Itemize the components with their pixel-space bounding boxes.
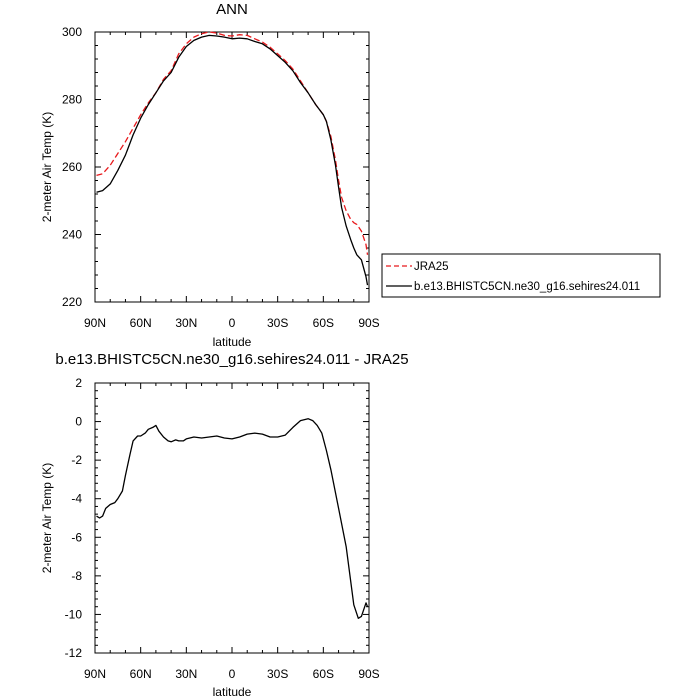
- bottom-y-axis-label: 2-meter Air Temp (K): [40, 463, 54, 573]
- bottom-x-tick-label: 60N: [130, 667, 152, 681]
- top-x-tick-label: 60S: [313, 316, 334, 330]
- bottom-y-tick-label: -12: [65, 646, 83, 660]
- top-chart-title: ANN: [216, 1, 248, 18]
- top-x-tick-label: 60N: [130, 316, 152, 330]
- bottom-chart: b.e13.BHISTC5CN.ne30_g16.sehires24.011 -…: [40, 351, 409, 699]
- top-y-tick-label: 260: [62, 160, 82, 174]
- bottom-series-group: [96, 418, 369, 619]
- bottom-y-tick-label: 0: [75, 415, 82, 429]
- bottom-y-tick-label: -2: [71, 453, 82, 467]
- bottom-x-axis-label: latitude: [213, 685, 252, 699]
- top-y-tick-label: 300: [62, 25, 82, 39]
- top-series-line-model: [96, 34, 369, 286]
- legend: JRA25 b.e13.BHISTC5CN.ne30_g16.sehires24…: [381, 253, 661, 298]
- top-series-group: [96, 31, 369, 286]
- top-series-line-jra25: [96, 31, 369, 255]
- bottom-series-line-model: [96, 418, 369, 619]
- top-x-axis-label: latitude: [213, 335, 252, 349]
- bottom-x-tick-label: 30N: [175, 667, 197, 681]
- top-x-tick-label: 30S: [267, 316, 288, 330]
- bottom-chart-title: b.e13.BHISTC5CN.ne30_g16.sehires24.011 -…: [55, 351, 408, 368]
- bottom-plot-frame: [94, 382, 370, 654]
- top-x-tick-label: 90S: [358, 316, 379, 330]
- bottom-axis-ticks: 90N 60N 30N 0 30S 60S 90S -12 -10 -8 -6 -4 -2 0 2: [65, 376, 380, 681]
- top-chart: ANN 90N 60N 30N 0 30S 60S 90S 220 240 260 280 300 l…: [40, 1, 380, 349]
- bottom-x-tick-label: 60S: [313, 667, 334, 681]
- bottom-x-tick-label: 30S: [267, 667, 288, 681]
- bottom-y-tick-label: -10: [65, 607, 83, 621]
- bottom-y-tick-label: -6: [71, 530, 82, 544]
- top-x-tick-label: 30N: [175, 316, 197, 330]
- bottom-x-tick-label: 90N: [84, 667, 106, 681]
- bottom-y-tick-label: -4: [71, 492, 82, 506]
- bottom-x-tick-label: 0: [229, 667, 236, 681]
- legend-jra25-label: JRA25: [414, 261, 449, 273]
- top-plot-frame: [94, 31, 370, 303]
- top-x-tick-label: 0: [229, 316, 236, 330]
- top-axis-ticks: 90N 60N 30N 0 30S 60S 90S 220 240 260 280 300: [62, 25, 380, 330]
- top-y-tick-label: 240: [62, 228, 82, 242]
- bottom-y-tick-label: -8: [71, 569, 82, 583]
- top-y-tick-label: 280: [62, 93, 82, 107]
- top-y-axis-label: 2-meter Air Temp (K): [40, 112, 54, 222]
- legend-box: [381, 253, 661, 298]
- legend-model-label: b.e13.BHISTC5CN.ne30_g16.sehires24.011: [414, 281, 640, 293]
- bottom-y-tick-label: 2: [75, 376, 82, 390]
- top-y-tick-label: 220: [62, 295, 82, 309]
- bottom-x-tick-label: 90S: [358, 667, 379, 681]
- top-x-tick-label: 90N: [84, 316, 106, 330]
